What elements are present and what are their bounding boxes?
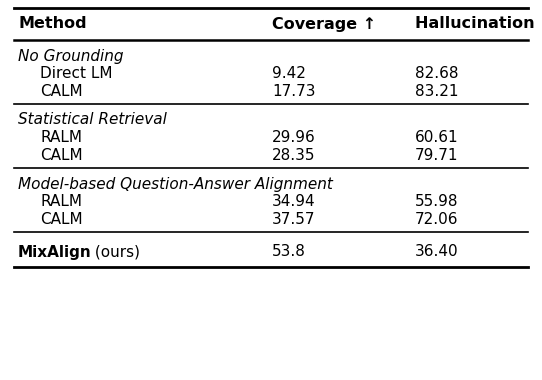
Text: Direct LM: Direct LM xyxy=(40,65,113,81)
Text: RALM: RALM xyxy=(40,130,82,144)
Text: Model-based Question-Answer Alignment: Model-based Question-Answer Alignment xyxy=(18,176,333,192)
Text: CALM: CALM xyxy=(40,147,82,163)
Text: Method: Method xyxy=(18,16,87,32)
Text: 53.8: 53.8 xyxy=(272,244,306,260)
Text: No Grounding: No Grounding xyxy=(18,49,124,63)
Text: 36.40: 36.40 xyxy=(415,244,459,260)
Text: 60.61: 60.61 xyxy=(415,130,459,144)
Text: MixAlign: MixAlign xyxy=(18,244,92,260)
Text: 34.94: 34.94 xyxy=(272,193,315,209)
Text: 55.98: 55.98 xyxy=(415,193,459,209)
Text: 72.06: 72.06 xyxy=(415,212,459,226)
Text: RALM: RALM xyxy=(40,193,82,209)
Text: 37.57: 37.57 xyxy=(272,212,315,226)
Text: 9.42: 9.42 xyxy=(272,65,306,81)
Text: Hallucination ↓: Hallucination ↓ xyxy=(415,16,542,32)
Text: 79.71: 79.71 xyxy=(415,147,459,163)
Text: 28.35: 28.35 xyxy=(272,147,315,163)
Text: CALM: CALM xyxy=(40,84,82,98)
Text: (ours): (ours) xyxy=(90,244,140,260)
Text: CALM: CALM xyxy=(40,212,82,226)
Text: 83.21: 83.21 xyxy=(415,84,459,98)
Text: 29.96: 29.96 xyxy=(272,130,316,144)
Text: Coverage ↑: Coverage ↑ xyxy=(272,16,376,32)
Text: Statistical Retrieval: Statistical Retrieval xyxy=(18,112,167,128)
Text: 82.68: 82.68 xyxy=(415,65,459,81)
Text: 17.73: 17.73 xyxy=(272,84,315,98)
